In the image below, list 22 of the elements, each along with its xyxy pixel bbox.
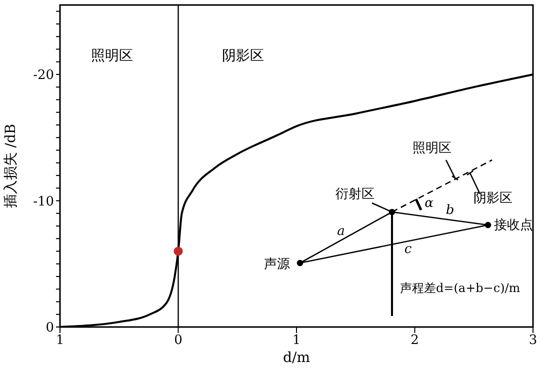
- y-axis-title: 插入损失 /dB: [2, 124, 19, 208]
- annotation: 接收点: [494, 218, 533, 233]
- x-tick-label: 1: [56, 333, 64, 348]
- x-axis-title: d/m: [283, 350, 310, 366]
- x-tick-label: 0: [174, 333, 182, 348]
- annotation: 声源: [264, 257, 290, 272]
- annotation: 声程差d=(a+b−c)/m: [400, 281, 521, 295]
- annotation: 照明区: [91, 48, 133, 64]
- y-tick-label: 0: [46, 320, 54, 336]
- x-tick-label: 3: [528, 333, 538, 348]
- x-tick-label: 1: [292, 333, 301, 348]
- annotation: 照明区: [412, 141, 452, 156]
- annotation: b: [446, 203, 454, 218]
- annotation: a: [337, 224, 345, 239]
- annotation: 阴影区: [474, 191, 512, 206]
- y-tick-label: -20: [33, 68, 54, 84]
- x-tick-label: 2: [410, 333, 419, 348]
- y-tick-label: -10: [33, 194, 54, 210]
- annotation: 阴影区: [222, 48, 264, 64]
- annotation: α: [424, 196, 434, 211]
- annotation: c: [404, 242, 412, 257]
- annotation: 衍射区: [336, 187, 374, 202]
